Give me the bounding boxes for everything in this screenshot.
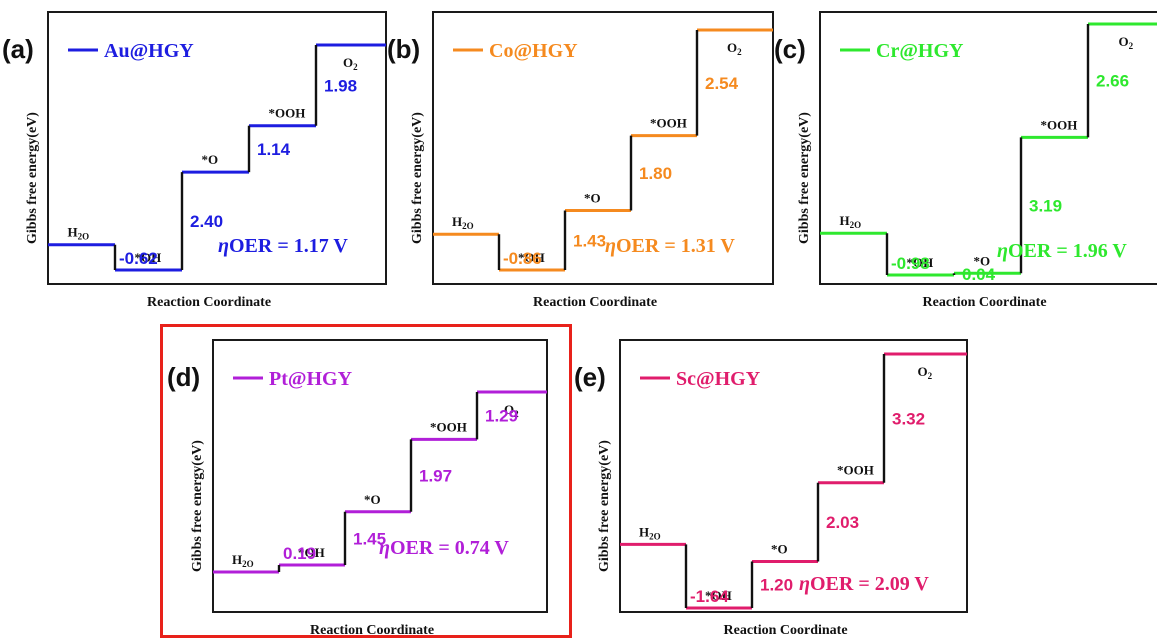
- step-energy-label: 1.29: [485, 407, 518, 426]
- state-label: *OH: [907, 255, 934, 270]
- panel-letter: (a): [2, 34, 34, 64]
- overpotential-label: ηOER = 0.74 V: [379, 537, 509, 559]
- step-energy-label: 1.14: [257, 140, 291, 159]
- state-label: H2O: [232, 552, 254, 569]
- panel-a: H2O *OH *O *OOH O2 -0.62 2.40 1.14 1.98 Au@HGY (a)…: [0, 0, 390, 318]
- y-axis-title: Gibbs free energy(eV): [597, 440, 612, 572]
- state-label: O2: [1119, 34, 1134, 51]
- step-energy-label: 1.43: [573, 231, 606, 250]
- state-label: *O: [771, 541, 788, 556]
- x-axis-title: Reaction Coordinate: [923, 295, 1047, 310]
- y-axis-title: Gibbs free energy(eV): [190, 440, 205, 572]
- state-label: O2: [504, 402, 519, 419]
- panel-letter: (c): [774, 34, 806, 64]
- step-energy-label: 1.45: [353, 529, 386, 548]
- state-label: *O: [974, 253, 991, 268]
- state-label: *OOH: [430, 419, 467, 434]
- panel-c: H2O *OH *O *OOH O2 -0.98 0.04 3.19 2.66 Cr@HGY (c)…: [774, 0, 1157, 318]
- x-axis-title: Reaction Coordinate: [724, 623, 848, 638]
- state-label: *OOH: [837, 463, 874, 478]
- chart-svg: H2O *OH *O *OOH O2 -0.86 1.43 1.80 2.54 Co@HGY (b)…: [387, 11, 774, 310]
- state-label: H2O: [840, 213, 862, 230]
- legend-label: Pt@HGY: [269, 368, 353, 390]
- panel-letter: (e): [574, 362, 606, 392]
- legend-label: Co@HGY: [489, 40, 578, 62]
- panel-letter: (d): [167, 362, 200, 392]
- step-energy-label: -0.98: [891, 254, 930, 273]
- plot-frame: [212, 339, 548, 613]
- state-label: O2: [727, 40, 742, 57]
- chart-svg: H2O *OH *O *OOH O2 -0.62 2.40 1.14 1.98 Au@HGY (a)…: [2, 11, 387, 310]
- state-label: *OH: [705, 588, 732, 603]
- overpotential-label: ηOER = 1.96 V: [997, 240, 1127, 262]
- panel-d: H2O *OH *O *OOH O2 0.19 1.45 1.97 1.29 Pt@HGY (d) η…: [160, 322, 580, 638]
- state-label: *O: [584, 191, 601, 206]
- step-energy-label: 1.20: [760, 576, 793, 595]
- step-energy-label: 1.80: [639, 164, 672, 183]
- legend-label: Au@HGY: [104, 40, 194, 62]
- x-axis-title: Reaction Coordinate: [533, 295, 657, 310]
- step-energy-label: 2.03: [826, 513, 859, 532]
- state-label: H2O: [639, 524, 661, 541]
- step-energy-label: 0.19: [283, 544, 316, 563]
- step-energy-label: 2.40: [190, 212, 223, 231]
- state-label: *OH: [135, 250, 162, 265]
- state-label: *OOH: [269, 106, 306, 121]
- step-energy-label: 3.32: [892, 409, 925, 428]
- step-energy-label: -0.86: [503, 249, 542, 268]
- step-energy-label: 2.54: [705, 74, 739, 93]
- overpotential-label: ηOER = 2.09 V: [799, 573, 929, 595]
- plot-frame: [619, 339, 968, 613]
- state-label: *OOH: [1041, 117, 1078, 132]
- chart-svg: H2O *OH *O *OOH O2 -0.98 0.04 3.19 2.66 Cr@HGY (c)…: [774, 11, 1157, 310]
- x-axis-title: Reaction Coordinate: [310, 623, 434, 638]
- y-axis-title: Gibbs free energy(eV): [25, 112, 40, 244]
- state-label: *OOH: [650, 116, 687, 131]
- state-label: *O: [364, 492, 381, 507]
- y-axis-title: Gibbs free energy(eV): [410, 112, 425, 244]
- panel-letter: (b): [387, 34, 420, 64]
- state-label: O2: [918, 364, 933, 381]
- y-axis-title: Gibbs free energy(eV): [797, 112, 812, 244]
- step-energy-label: 3.19: [1029, 196, 1062, 215]
- step-energy-label: 1.97: [419, 467, 452, 486]
- state-label: H2O: [452, 214, 474, 231]
- overpotential-label: ηOER = 1.31 V: [605, 235, 735, 257]
- panel-b: H2O *OH *O *OOH O2 -0.86 1.43 1.80 2.54 Co@HGY (b)…: [385, 0, 785, 318]
- step-energy-label: 0.04: [962, 265, 996, 284]
- legend-label: Cr@HGY: [876, 40, 964, 62]
- step-energy-label: -1.64: [690, 587, 729, 606]
- state-label: H2O: [68, 225, 90, 242]
- plot-frame: [432, 11, 774, 285]
- chart-svg: H2O *OH *O *OOH O2 0.19 1.45 1.97 1.29 Pt@HGY (d) η…: [167, 339, 548, 638]
- panel-e: H2O *OH *O *OOH O2 -1.64 1.20 2.03 3.32 Sc@HGY (e)…: [574, 322, 975, 638]
- state-label: *OH: [518, 250, 545, 265]
- step-energy-label: 2.66: [1096, 72, 1129, 91]
- plot-frame: [47, 11, 387, 285]
- legend-label: Sc@HGY: [676, 368, 761, 390]
- overpotential-label: ηOER = 1.17 V: [218, 235, 348, 257]
- state-label: *OH: [298, 545, 325, 560]
- step-energy-label: -0.62: [119, 249, 158, 268]
- state-label: *O: [202, 152, 219, 167]
- x-axis-title: Reaction Coordinate: [147, 295, 271, 310]
- chart-svg: H2O *OH *O *OOH O2 -1.64 1.20 2.03 3.32 Sc@HGY (e)…: [574, 339, 968, 638]
- step-energy-label: 1.98: [324, 76, 357, 95]
- plot-frame: [819, 11, 1157, 285]
- state-label: O2: [343, 55, 358, 72]
